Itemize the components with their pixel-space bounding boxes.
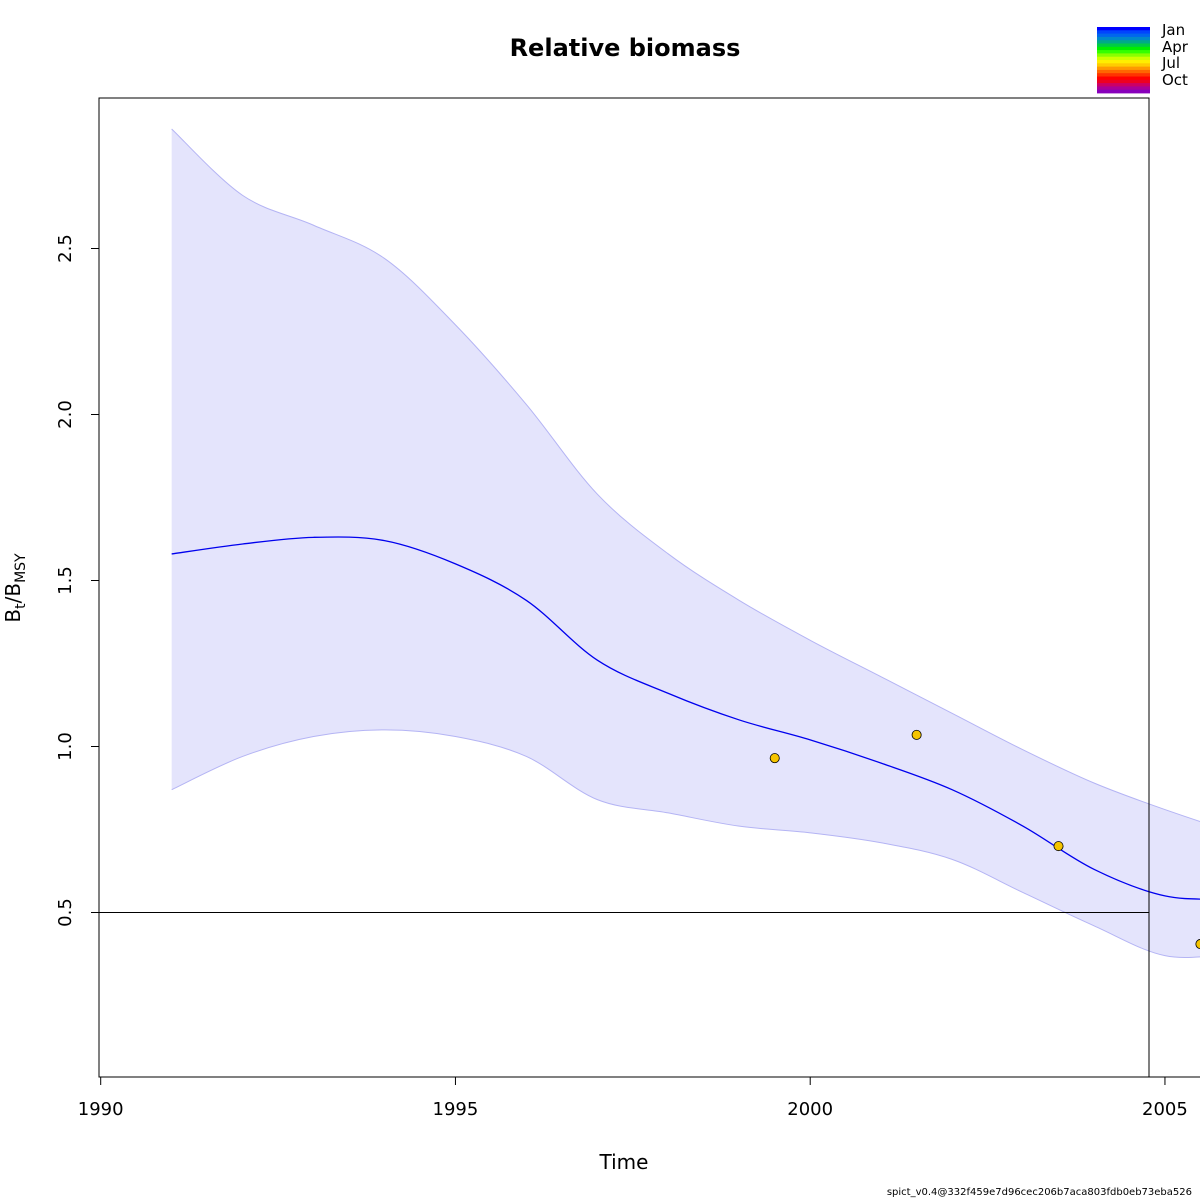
legend-color-bar bbox=[1097, 76, 1150, 81]
legend-label-jan: Jan bbox=[1162, 21, 1186, 39]
legend-label-jul: Jul bbox=[1162, 54, 1181, 72]
observation-point bbox=[911, 729, 922, 740]
legend-color-bar bbox=[1097, 63, 1150, 67]
x-tick-label: 2005 bbox=[1142, 1099, 1188, 1120]
legend-color-bar bbox=[1097, 89, 1150, 94]
legend-color-bar bbox=[1097, 53, 1150, 58]
legend-color-bar bbox=[1097, 69, 1150, 74]
legend-label-oct: Oct bbox=[1162, 71, 1188, 89]
legend-color-bar bbox=[1097, 30, 1150, 34]
y-tick-label: 1.0 bbox=[55, 732, 76, 761]
legend-color-bar bbox=[1097, 50, 1150, 54]
y-tick-label: 0.5 bbox=[55, 898, 76, 927]
legend-color-bar bbox=[1097, 43, 1150, 48]
legend-color-bar bbox=[1097, 86, 1150, 91]
legend-color-bar bbox=[1097, 33, 1150, 38]
legend-label-apr: Apr bbox=[1162, 38, 1188, 56]
legend-color-bar bbox=[1097, 60, 1150, 64]
x-tick-label: 2000 bbox=[787, 1099, 833, 1120]
legend-color-bar bbox=[1097, 56, 1150, 61]
y-tick-label: 2.5 bbox=[55, 234, 76, 263]
legend-color-bar bbox=[1097, 27, 1150, 31]
legend-color-bar bbox=[1097, 46, 1150, 51]
legend-color-bar bbox=[1097, 79, 1150, 84]
observation-point bbox=[1195, 939, 1200, 950]
legend-color-bar bbox=[1097, 83, 1150, 87]
chart-title: Relative biomass bbox=[509, 34, 741, 62]
legend-color-bar bbox=[1097, 66, 1150, 71]
y-tick-label: 1.5 bbox=[55, 566, 76, 595]
observation-point bbox=[769, 753, 780, 764]
version-footer: spict_v0.4@332f459e7d96cec206b7aca803fdb… bbox=[886, 1187, 1192, 1198]
x-tick-label: 1995 bbox=[433, 1099, 479, 1120]
x-axis-label: Time bbox=[599, 1150, 649, 1174]
legend-color-bar bbox=[1097, 40, 1150, 44]
ci-upper-line bbox=[171, 128, 1200, 822]
y-tick-label: 2.0 bbox=[55, 400, 76, 429]
y-axis-label: Bt/BMSY bbox=[1, 553, 29, 623]
confidence-band bbox=[171, 128, 1200, 958]
observation-point bbox=[1053, 841, 1064, 852]
legend-color-bar bbox=[1097, 73, 1150, 77]
ci-lower-line bbox=[171, 729, 1200, 959]
x-tick-label: 1990 bbox=[78, 1099, 124, 1120]
legend-color-bar bbox=[1097, 36, 1150, 41]
